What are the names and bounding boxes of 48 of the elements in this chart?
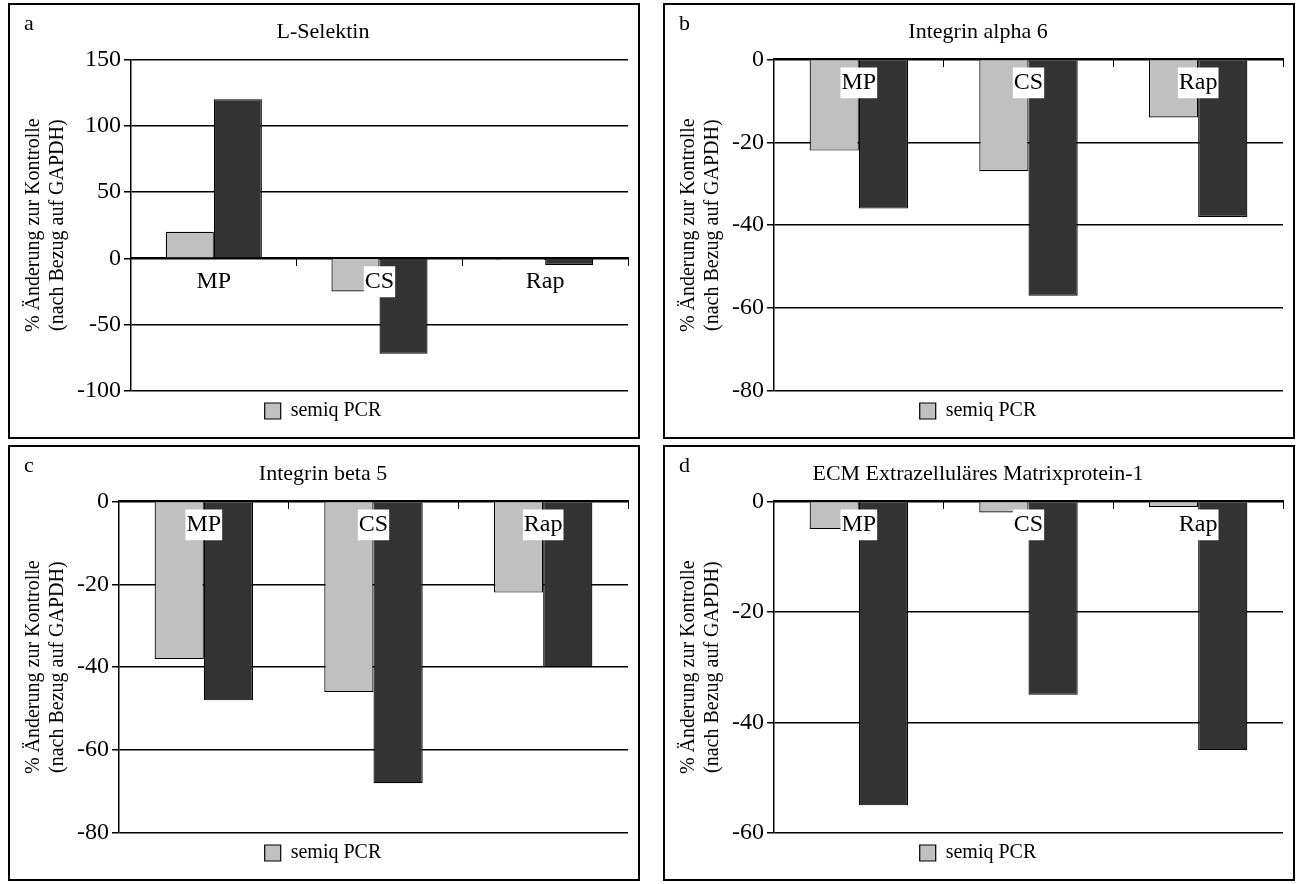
y-tick-label: -20 xyxy=(731,127,764,154)
chart-title: ECM Extrazelluläres Matrixprotein-1 xyxy=(812,459,1144,485)
y-axis-title: % Änderung zur Kontrolle (nach Bezug auf GAPDH) xyxy=(21,118,69,333)
y-tick-label: -100 xyxy=(76,376,121,403)
chart-title: Integrin beta 5 xyxy=(258,459,388,485)
text: d xyxy=(679,451,690,477)
x-tick-label: Rap xyxy=(525,267,565,294)
chart-title: L-Selektin xyxy=(276,17,370,43)
y-tick-label: 100 xyxy=(84,111,121,138)
y-tick-label: 0 xyxy=(108,243,121,270)
y-tick-label: -60 xyxy=(731,818,764,845)
text: b xyxy=(679,9,690,35)
y-tick-label: -20 xyxy=(76,569,109,596)
x-tick-label: MP xyxy=(841,510,877,537)
y-axis-title: % Änderung zur Kontrolle (nach Bezug auf GAPDH) xyxy=(676,560,724,775)
legend-label: semiq PCR xyxy=(945,398,1037,422)
y-tick-label: -40 xyxy=(731,707,764,734)
x-tick-label: CS xyxy=(1013,510,1044,537)
chart-title: Integrin alpha 6 xyxy=(908,17,1048,43)
x-tick-label: MP xyxy=(196,267,232,294)
y-tick-label: -40 xyxy=(76,652,109,679)
y-tick-label: -80 xyxy=(76,818,109,845)
y-tick-label: -20 xyxy=(731,597,764,624)
x-tick-label: Rap xyxy=(1178,68,1218,95)
x-tick-label: CS xyxy=(364,267,395,294)
legend-label: semiq PCR xyxy=(290,398,382,422)
y-tick-label: 0 xyxy=(96,486,109,513)
y-axis-title: % Änderung zur Kontrolle (nach Bezug auf GAPDH) xyxy=(676,118,724,333)
y-tick-label: 150 xyxy=(84,44,121,71)
y-tick-label: 50 xyxy=(96,177,121,204)
y-tick-label: -60 xyxy=(731,293,764,320)
y-tick-label: 0 xyxy=(751,44,764,71)
text: a xyxy=(24,9,34,35)
legend-label: semiq PCR xyxy=(290,840,382,864)
x-tick-label: Rap xyxy=(1178,510,1218,537)
x-tick-label: MP xyxy=(186,510,222,537)
text: c xyxy=(24,451,34,477)
y-tick-label: -80 xyxy=(731,376,764,403)
y-tick-label: -40 xyxy=(731,210,764,237)
x-tick-label: MP xyxy=(841,68,877,95)
x-tick-label: CS xyxy=(358,510,389,537)
legend-label: semiq PCR xyxy=(945,840,1037,864)
x-tick-label: Rap xyxy=(523,510,563,537)
y-tick-label: -60 xyxy=(76,735,109,762)
y-tick-label: 0 xyxy=(751,486,764,513)
y-tick-label: -50 xyxy=(88,309,121,336)
y-axis-title: % Änderung zur Kontrolle (nach Bezug auf GAPDH) xyxy=(21,560,69,775)
x-tick-label: CS xyxy=(1013,68,1044,95)
